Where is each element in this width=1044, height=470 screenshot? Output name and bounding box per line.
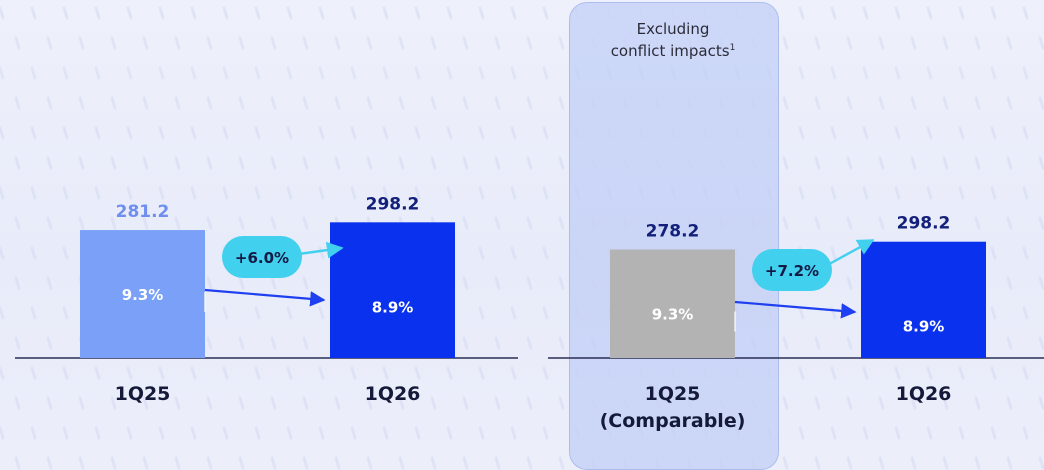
bar-1 — [80, 230, 205, 358]
category-label: 1Q25 — [115, 383, 171, 405]
highlight-label-line2: conflict impacts — [610, 42, 730, 60]
category-label: 1Q26 — [896, 383, 952, 405]
footnote-marker: 1 — [729, 43, 736, 53]
growth-change-label: +7.2% — [765, 262, 819, 280]
bar-margin-label: 8.9% — [903, 318, 945, 336]
comparable-highlight-box — [569, 2, 779, 470]
bar-margin-label: 8.9% — [372, 298, 414, 316]
bar-2 — [861, 241, 986, 358]
growth-bubble — [752, 249, 832, 291]
bar-1 — [610, 249, 735, 358]
bar-value-label: 298.2 — [366, 194, 420, 214]
highlight-label-line1: Excluding — [636, 20, 710, 38]
bar-2 — [330, 222, 455, 358]
margin-change-arrow — [734, 300, 857, 319]
category-label: (Comparable) — [600, 410, 746, 432]
highlight-label: Excluding conflict impacts1 — [569, 20, 777, 61]
bar-value-label: 298.2 — [897, 214, 951, 234]
bar-value-label: 281.2 — [116, 202, 170, 222]
bar-margin-label: 9.3% — [122, 286, 164, 304]
category-label: 1Q26 — [365, 383, 421, 405]
growth-bubble — [222, 236, 302, 278]
growth-change-label: +6.0% — [235, 249, 289, 267]
margin-change-arrow — [204, 288, 326, 307]
bar-value-label: 278.2 — [646, 222, 700, 242]
bar-margin-label: 9.3% — [652, 306, 694, 324]
category-label: 1Q25 — [645, 383, 701, 405]
